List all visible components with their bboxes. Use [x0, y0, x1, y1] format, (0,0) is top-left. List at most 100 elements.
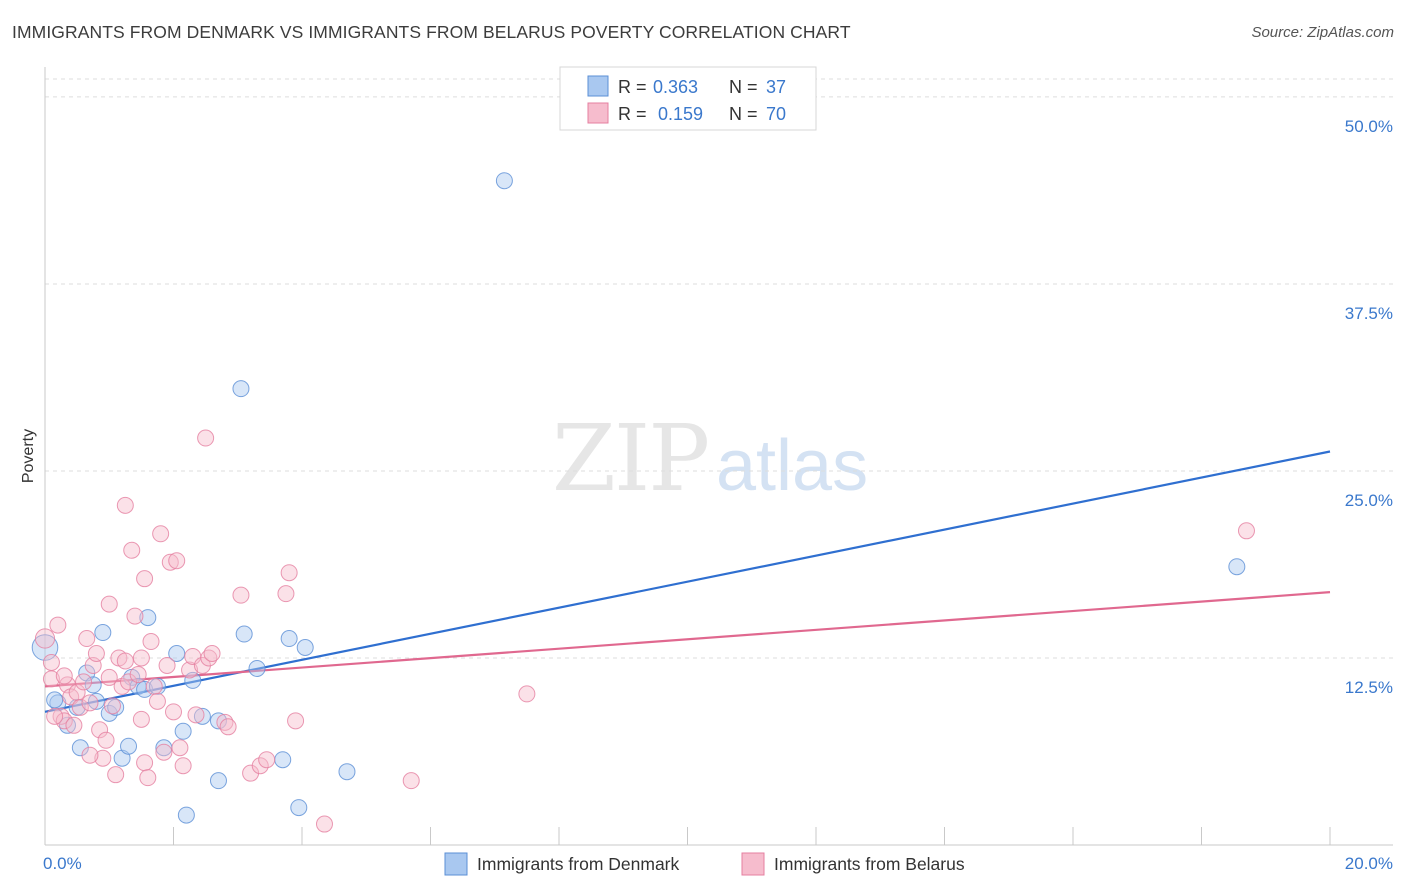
- point-belarus: [81, 694, 99, 712]
- point-belarus: [123, 541, 141, 559]
- trend-lines: [44, 450, 1331, 713]
- point-denmark: [274, 751, 292, 769]
- stats-legend-r-value-belarus: 0.159: [658, 104, 703, 124]
- point-belarus: [197, 429, 215, 447]
- point-belarus: [280, 564, 298, 582]
- point-belarus: [219, 718, 237, 736]
- point-belarus: [158, 656, 176, 674]
- point-belarus: [129, 665, 147, 683]
- point-belarus: [91, 721, 109, 739]
- point-belarus: [55, 712, 73, 730]
- point-denmark: [94, 624, 112, 642]
- point-belarus: [168, 552, 186, 570]
- point-belarus: [97, 731, 115, 749]
- point-denmark: [87, 692, 105, 710]
- point-belarus: [116, 652, 134, 670]
- point-denmark: [184, 671, 202, 689]
- point-denmark: [177, 806, 195, 824]
- point-denmark: [31, 634, 59, 661]
- point-denmark: [58, 716, 76, 734]
- point-belarus: [139, 769, 157, 787]
- point-denmark: [1228, 558, 1246, 576]
- point-belarus: [132, 649, 150, 667]
- point-denmark: [84, 676, 102, 694]
- point-belarus: [81, 746, 99, 764]
- point-belarus: [126, 607, 144, 625]
- point-belarus: [136, 570, 154, 588]
- y-tick-label: 12.5%: [1345, 678, 1393, 697]
- point-belarus: [52, 707, 70, 725]
- point-denmark: [174, 722, 192, 740]
- point-denmark: [209, 712, 227, 730]
- point-belarus: [171, 739, 189, 757]
- point-belarus: [277, 585, 295, 603]
- point-belarus: [200, 649, 218, 667]
- y-tick-label: 37.5%: [1345, 304, 1393, 323]
- point-belarus: [161, 553, 179, 571]
- point-belarus: [94, 749, 112, 767]
- point-belarus: [402, 772, 420, 790]
- series-legend-label-belarus: Immigrants from Belarus: [774, 854, 965, 874]
- point-belarus: [46, 707, 64, 725]
- point-belarus: [155, 743, 173, 761]
- chart-source: Source: ZipAtlas.com: [1251, 24, 1394, 41]
- point-denmark: [290, 799, 308, 817]
- point-belarus: [258, 751, 276, 769]
- point-belarus: [142, 633, 160, 651]
- scatter-points: [31, 172, 1255, 833]
- point-belarus: [152, 525, 170, 543]
- series-legend-swatch-denmark: [444, 852, 468, 876]
- point-belarus: [251, 757, 269, 775]
- point-denmark: [232, 380, 250, 398]
- point-denmark: [248, 659, 266, 677]
- point-denmark: [338, 763, 356, 781]
- stats-legend-r-value-denmark: 0.363: [653, 77, 698, 97]
- point-belarus: [1237, 522, 1255, 540]
- point-belarus: [42, 653, 60, 671]
- y-tick-label: 25.0%: [1345, 491, 1393, 510]
- series-legend-label-denmark: Immigrants from Denmark: [477, 854, 680, 874]
- point-belarus: [116, 496, 134, 514]
- chart-title: IMMIGRANTS FROM DENMARK VS IMMIGRANTS FR…: [12, 22, 851, 42]
- y-axis-title: Poverty: [20, 429, 37, 483]
- stats-legend: R = 0.363 N = 37 R = 0.159 N = 70: [559, 66, 817, 131]
- point-belarus: [145, 677, 163, 695]
- y-tick-label: 50.0%: [1345, 117, 1393, 136]
- x-tick-label-min: 0.0%: [43, 854, 82, 873]
- point-belarus: [75, 673, 93, 691]
- stats-legend-r-label-denmark: R =: [618, 77, 647, 97]
- x-tick-marks: [44, 827, 1331, 845]
- point-denmark: [168, 644, 186, 662]
- point-belarus: [287, 712, 305, 730]
- point-belarus: [181, 661, 199, 679]
- point-belarus: [65, 716, 83, 734]
- point-belarus: [203, 644, 221, 662]
- point-denmark: [120, 737, 138, 755]
- point-belarus: [165, 703, 182, 721]
- stats-legend-n-label-denmark: N =: [729, 77, 758, 97]
- point-belarus: [55, 667, 73, 685]
- stats-legend-r-label-belarus: R =: [618, 104, 647, 124]
- watermark-atlas: atlas: [716, 426, 868, 506]
- stats-legend-n-label-belarus: N =: [729, 104, 758, 124]
- point-belarus: [174, 757, 192, 775]
- point-belarus: [42, 670, 60, 688]
- point-denmark: [235, 625, 253, 643]
- point-denmark: [193, 707, 211, 725]
- point-denmark: [46, 691, 64, 709]
- trend-line-denmark: [44, 450, 1331, 713]
- series-legend-swatch-belarus: [741, 852, 765, 876]
- point-belarus: [100, 595, 118, 613]
- point-belarus: [103, 697, 121, 715]
- point-denmark: [209, 772, 227, 790]
- watermark-zip: ZIP: [552, 405, 708, 512]
- point-belarus: [136, 754, 154, 772]
- point-belarus: [148, 692, 166, 710]
- series-legend: Immigrants from Denmark Immigrants from …: [444, 852, 965, 876]
- stats-legend-n-value-belarus: 70: [766, 104, 786, 124]
- point-denmark: [495, 172, 513, 190]
- point-denmark: [296, 639, 314, 657]
- point-belarus: [71, 698, 89, 716]
- stats-legend-n-value-denmark: 37: [766, 77, 786, 97]
